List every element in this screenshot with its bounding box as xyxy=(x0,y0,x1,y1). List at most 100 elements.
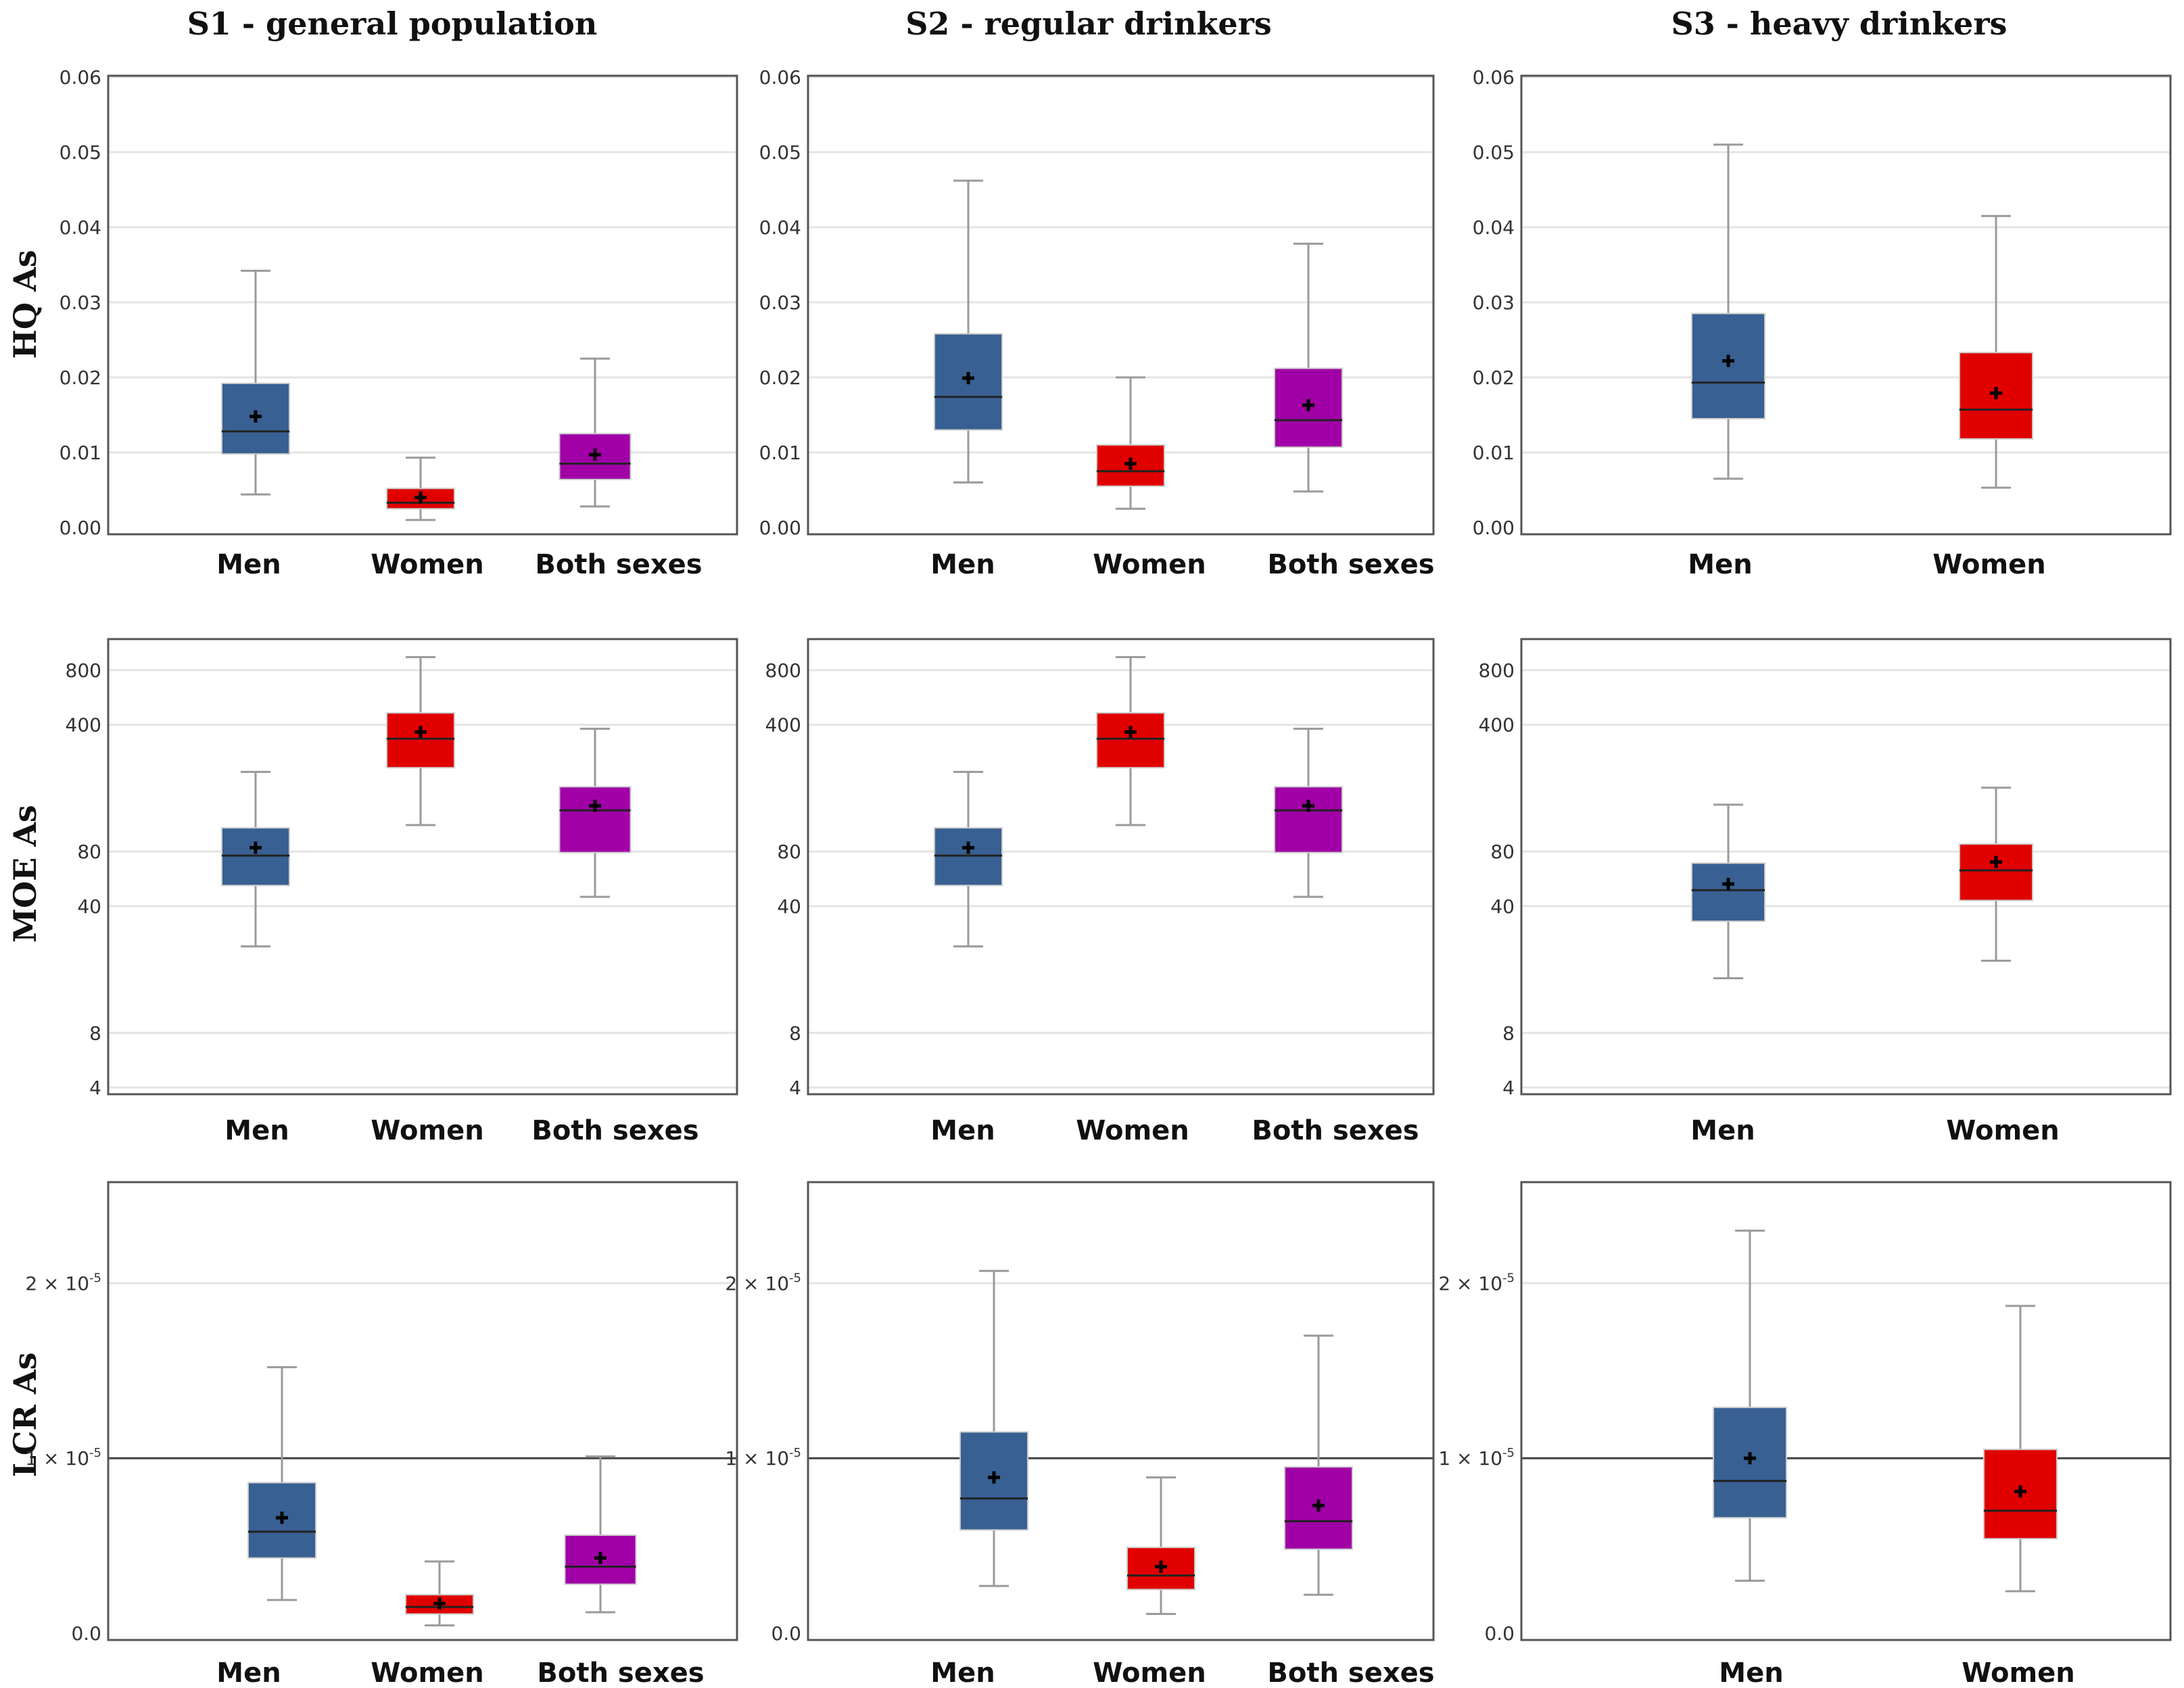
box-women xyxy=(1096,712,1165,769)
plot-frame xyxy=(1520,638,2172,1096)
y-tick-label: 0.02 xyxy=(759,367,801,389)
category-label: Men xyxy=(1690,1115,1755,1146)
y-tick-label: 0.0 xyxy=(1484,1622,1515,1645)
y-tick-label: 0.05 xyxy=(1473,141,1515,164)
y-tick-label: 80 xyxy=(77,841,101,863)
y-tick-label: 800 xyxy=(66,659,101,682)
y-tick-label: 0.0 xyxy=(771,1622,801,1645)
y-tick-label: 800 xyxy=(765,659,801,682)
mean-marker xyxy=(1990,855,2002,868)
box-men xyxy=(1691,312,1765,420)
mean-marker xyxy=(589,448,601,461)
y-tick-label: 1 × 10-5 xyxy=(725,1446,801,1470)
category-label: Both sexes xyxy=(535,549,702,580)
y-tick-label: 8 xyxy=(89,1022,101,1044)
category-label: Women xyxy=(1962,1658,2074,1688)
box-both-sexes xyxy=(1274,786,1343,853)
category-label: Men xyxy=(1719,1658,1783,1688)
plot-frame xyxy=(807,638,1435,1096)
y-tick-label: 80 xyxy=(777,841,801,863)
plot-frame xyxy=(1520,1181,2172,1641)
category-label: Men xyxy=(216,1658,281,1688)
category-label: Women xyxy=(1093,549,1206,580)
mean-marker xyxy=(2014,1485,2026,1498)
y-tick-label: 4 xyxy=(89,1077,101,1099)
category-label: Women xyxy=(371,549,483,580)
y-tick-label: 0.05 xyxy=(759,141,801,164)
y-tick-label: 0.03 xyxy=(759,291,801,314)
mean-marker xyxy=(1302,799,1314,812)
mean-marker xyxy=(962,372,974,385)
category-label: Women xyxy=(1932,549,2045,580)
y-tick-label: 2 × 10-5 xyxy=(25,1271,101,1294)
category-label: Men xyxy=(1688,549,1752,580)
y-tick-label: 0.01 xyxy=(1473,442,1515,464)
mean-marker xyxy=(1302,399,1314,412)
y-tick-label: 0.04 xyxy=(759,216,801,239)
box-both-sexes xyxy=(559,786,632,853)
y-tick-label: 0.00 xyxy=(759,517,801,539)
y-tick-label: 0.04 xyxy=(60,216,101,239)
mean-marker xyxy=(1124,457,1137,470)
y-tick-label: 1 × 10-5 xyxy=(25,1446,101,1470)
category-label: Women xyxy=(1093,1658,1206,1688)
mean-marker xyxy=(1990,387,2002,400)
mean-marker xyxy=(414,491,427,504)
y-tick-label: 40 xyxy=(1490,895,1515,918)
column-title-s3: S3 - heavy drinkers xyxy=(1671,5,2008,42)
category-label: Men xyxy=(224,1115,289,1146)
mean-marker xyxy=(1722,878,1734,891)
plot-frame xyxy=(107,638,738,1096)
category-label: Both sexes xyxy=(1267,1658,1434,1688)
y-tick-label: 40 xyxy=(77,895,101,918)
y-tick-label: 0.02 xyxy=(1473,367,1515,389)
box-women xyxy=(386,712,455,769)
y-tick-label: 0.06 xyxy=(60,66,101,89)
y-tick-label: 0.0 xyxy=(71,1622,101,1645)
box-men xyxy=(1691,862,1765,922)
y-tick-label: 0.03 xyxy=(1473,291,1515,314)
category-label: Men xyxy=(930,549,995,580)
category-label: Both sexes xyxy=(531,1115,698,1146)
y-tick-label: 400 xyxy=(765,714,801,736)
y-tick-label: 2 × 10-5 xyxy=(725,1271,801,1294)
plot-frame xyxy=(1520,74,2172,536)
y-tick-label: 0.00 xyxy=(1473,517,1515,539)
mean-marker xyxy=(962,841,974,854)
y-tick-label: 0.01 xyxy=(60,442,101,464)
mean-marker xyxy=(1312,1499,1325,1512)
category-label: Women xyxy=(1076,1115,1189,1146)
column-title-s1: S1 - general population xyxy=(187,5,598,42)
plot-frame xyxy=(807,74,1435,536)
y-tick-label: 0.06 xyxy=(1473,66,1515,89)
category-label: Women xyxy=(371,1658,483,1688)
y-tick-label: 4 xyxy=(1502,1077,1515,1099)
mean-marker xyxy=(250,841,262,854)
category-label: Men xyxy=(930,1658,995,1688)
mean-marker xyxy=(1124,726,1137,738)
y-tick-label: 800 xyxy=(1479,659,1515,682)
plot-frame xyxy=(107,1181,738,1641)
mean-marker xyxy=(433,1597,446,1610)
mean-marker xyxy=(1744,1452,1756,1465)
y-tick-label: 400 xyxy=(66,714,101,736)
y-tick-label: 0.02 xyxy=(60,367,101,389)
y-tick-label: 0.01 xyxy=(759,442,801,464)
box-men xyxy=(934,827,1003,887)
category-label: Men xyxy=(216,549,281,580)
column-title-s2: S2 - regular drinkers xyxy=(905,5,1272,42)
mean-marker xyxy=(1155,1560,1167,1573)
category-label: Women xyxy=(1946,1115,2059,1146)
plot-frame xyxy=(807,1181,1435,1641)
category-label: Both sexes xyxy=(1252,1115,1419,1146)
box-women xyxy=(1959,843,2033,901)
y-tick-label: 1 × 10-5 xyxy=(1438,1446,1515,1470)
y-tick-label: 400 xyxy=(1479,714,1515,736)
y-tick-label: 0.06 xyxy=(759,66,801,89)
y-tick-label: 8 xyxy=(789,1022,801,1044)
mean-marker xyxy=(1722,354,1734,367)
mean-marker xyxy=(988,1471,1000,1484)
y-tick-label: 8 xyxy=(1502,1022,1515,1044)
